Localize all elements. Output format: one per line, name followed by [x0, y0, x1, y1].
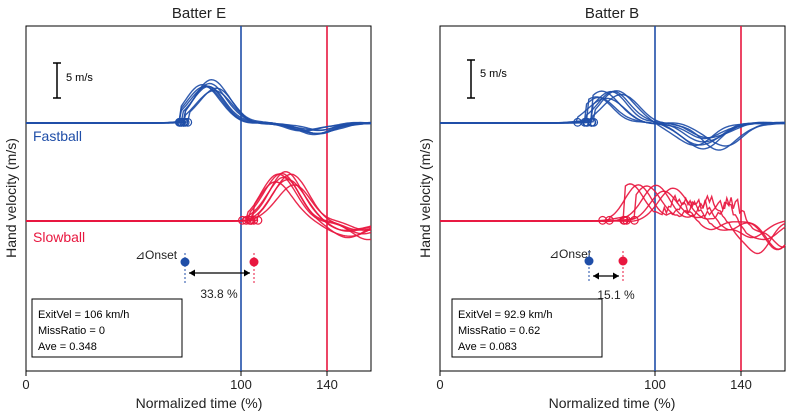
stat-miss-ratio: MissRatio = 0.62 [458, 325, 540, 337]
slow-onset-dot [618, 256, 628, 266]
onset-diff-label: 33.8 % [200, 287, 238, 301]
panel-title: Batter E [172, 5, 226, 22]
slowball-traces [25, 170, 372, 241]
arrowhead-right [613, 272, 619, 280]
stat-miss-ratio: MissRatio = 0 [38, 325, 105, 337]
slowball-onset-markers [598, 215, 639, 225]
scale-bar-label: 5 m/s [66, 72, 93, 84]
stats-box [31, 298, 183, 358]
scale-bar-label: 5 m/s [480, 68, 507, 80]
arrowhead-right [244, 269, 250, 277]
x-axis-label: Normalized time (%) [136, 395, 263, 411]
y-axis-label: Hand velocity (m/s) [3, 138, 19, 258]
stat-exit-vel: ExitVel = 92.9 km/h [458, 309, 552, 321]
panel-batter-e: Batter E 0 100 140 Normalized time (%) H… [3, 5, 372, 411]
fast-onset-dot [584, 256, 594, 266]
slowball-trace [440, 183, 786, 250]
x-tick-label: 140 [316, 377, 338, 392]
x-tick-label: 0 [436, 377, 443, 392]
fastball-trace [25, 87, 372, 131]
arrowhead-left [593, 272, 599, 280]
onset-circle [249, 215, 259, 225]
plot-frame [439, 25, 786, 372]
fastball-trace [440, 96, 786, 147]
y-axis-label: Hand velocity (m/s) [417, 138, 433, 258]
onset-circle [605, 215, 614, 225]
slowball-trace [26, 170, 372, 232]
stat-ave: Ave = 0.348 [38, 341, 97, 353]
slowball-traces [439, 183, 786, 255]
arrowhead-left [189, 269, 195, 277]
panel-batter-b: Batter B 0 100 140 Normalized time (%) H… [417, 5, 786, 411]
fastball-trace [439, 90, 786, 143]
onset-circle [179, 117, 189, 127]
onset-circle [237, 215, 247, 225]
onset-circle [619, 215, 629, 225]
onset-circle [183, 117, 193, 127]
slow-onset-dot [249, 257, 259, 267]
fastball-traces [439, 90, 786, 151]
slowball-trace [440, 187, 786, 248]
onset-diff-label: 15.1 % [597, 288, 635, 302]
x-tick-label: 0 [22, 377, 29, 392]
fast-onset-dot [180, 257, 190, 267]
stat-ave: Ave = 0.083 [458, 341, 517, 353]
fastball-trace [26, 85, 371, 135]
onset-circle [573, 117, 582, 127]
stat-exit-vel: ExitVel = 106 km/h [38, 309, 129, 321]
onset-circle [587, 117, 596, 127]
onset-circle [246, 215, 256, 225]
x-axis-label: Normalized time (%) [549, 395, 676, 411]
slowball-onset-markers [237, 215, 263, 225]
onset-circle [622, 215, 631, 225]
x-tick-label: 100 [230, 377, 252, 392]
slowball-label: Slowball [33, 229, 85, 245]
plot-frame [25, 25, 372, 372]
fastball-onset-markers [573, 117, 599, 127]
slowball-trace [26, 179, 372, 231]
x-tick-label: 140 [730, 377, 752, 392]
onset-circle [598, 215, 607, 225]
fastball-traces [25, 78, 372, 136]
stats-box [451, 298, 603, 358]
onset-label: ⊿Onset [135, 248, 178, 262]
fastball-onset-markers [174, 117, 193, 127]
onset-label: ⊿Onset [549, 247, 592, 261]
x-tick-label: 100 [644, 377, 666, 392]
fastball-label: Fastball [33, 128, 82, 144]
fastball-trace [439, 93, 786, 139]
slowball-trace [25, 184, 372, 231]
panel-title: Batter B [585, 5, 639, 22]
fastball-trace [440, 96, 786, 140]
